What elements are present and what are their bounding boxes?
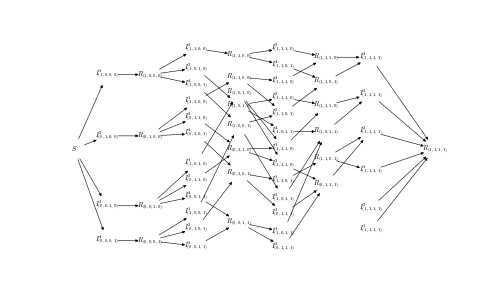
Text: $I^4_{(1,0,0,1)}$: $I^4_{(1,0,0,1)}$ (184, 78, 208, 91)
Text: $I^1_{(1,1,0,1)}$: $I^1_{(1,1,0,1)}$ (272, 174, 295, 187)
Text: $I^2_{(1,1,1,1)}$: $I^2_{(1,1,1,1)}$ (358, 125, 382, 138)
Text: $I^3_{(0,1,1,0)}$: $I^3_{(0,1,1,0)}$ (184, 111, 208, 124)
Text: $S$: $S$ (71, 145, 78, 153)
Text: $I^1_{(1,0,1,0)}$: $I^1_{(1,0,1,0)}$ (184, 157, 208, 170)
Text: $I^4_{(0,0,0,1)}$: $I^4_{(0,0,0,1)}$ (95, 234, 119, 248)
Text: $I^4_{(0,1,0,1)}$: $I^4_{(0,1,0,1)}$ (184, 127, 208, 140)
Text: $R_{(0,0,1,0)}$: $R_{(0,0,1,0)}$ (136, 200, 162, 212)
Text: $R_{(1,0,0,1)}$: $R_{(1,0,0,1)}$ (226, 119, 252, 131)
Text: $I^3_{(1,1,1,1)}$: $I^3_{(1,1,1,1)}$ (358, 88, 382, 101)
Text: $R_{(1,0,0,0)}$: $R_{(1,0,0,0)}$ (136, 69, 162, 81)
Text: $I^2_{(1,1,0,0)}$: $I^2_{(1,1,0,0)}$ (184, 42, 208, 55)
Text: $R_{(1,1,1,0)}$: $R_{(1,1,1,0)}$ (313, 99, 339, 111)
Text: $I^2_{(0,1,0,1)}$: $I^2_{(0,1,0,1)}$ (184, 222, 208, 235)
Text: $R_{(0,1,1,0)}$: $R_{(0,1,1,0)}$ (226, 143, 252, 155)
Text: $I^3_{(1,1,1,0)}$: $I^3_{(1,1,1,0)}$ (272, 42, 295, 55)
Text: $I^2_{(1,1,1,0)}$: $I^2_{(1,1,1,0)}$ (272, 158, 295, 171)
Text: $I^2_{(0,1,1,1)}$: $I^2_{(0,1,1,1)}$ (272, 241, 295, 254)
Text: $I^4_{(0,0,1,1)}$: $I^4_{(0,0,1,1)}$ (184, 189, 208, 203)
Text: $R_{(0,1,0,0)}$: $R_{(0,1,0,0)}$ (136, 130, 162, 142)
Text: $R_{(0,0,1,1)}$: $R_{(0,0,1,1)}$ (226, 216, 252, 228)
Text: $R_{(1,0,1,0)}$: $R_{(1,0,1,0)}$ (226, 86, 252, 98)
Text: $R_{(1,1,1,0)}$: $R_{(1,1,1,0)}$ (313, 51, 339, 63)
Text: $I^2_{(1,1,1,0)}$: $I^2_{(1,1,1,0)}$ (272, 91, 295, 104)
Text: $R_{(1,1,0,0)}$: $R_{(1,1,0,0)}$ (226, 49, 252, 61)
Text: $R_{(1,1,0,1)}$: $R_{(1,1,0,1)}$ (313, 152, 339, 163)
Text: $R_{(1,1,0,1)}$: $R_{(1,1,0,1)}$ (313, 76, 339, 87)
Text: $R_{(0,0,0,1)}$: $R_{(0,0,0,1)}$ (136, 235, 162, 247)
Text: $I^3_{(0,1,1,1)}$: $I^3_{(0,1,1,1)}$ (272, 207, 295, 220)
Text: $R_{(1,0,1,1)}$: $R_{(1,0,1,1)}$ (313, 126, 339, 137)
Text: $R_{(1,0,1,0)}$: $R_{(1,0,1,0)}$ (226, 99, 252, 111)
Text: $R_{(1,1,0,0)}$: $R_{(1,1,0,0)}$ (226, 71, 252, 83)
Text: $I^4_{(1,1,1,1)}$: $I^4_{(1,1,1,1)}$ (358, 50, 382, 64)
Text: $I^3_{(0,0,1,0)}$: $I^3_{(0,0,1,0)}$ (95, 199, 119, 212)
Text: $I^2_{(0,1,0,0)}$: $I^2_{(0,1,0,0)}$ (95, 129, 119, 142)
Text: $I^2_{(1,1,0,1)}$: $I^2_{(1,1,0,1)}$ (272, 106, 295, 119)
Text: $I^1_{(1,0,0,1)}$: $I^1_{(1,0,0,1)}$ (184, 206, 208, 219)
Text: $R_{(0,1,0,1)}$: $R_{(0,1,0,1)}$ (226, 167, 252, 179)
Text: $I^1_{(1,1,1,0)}$: $I^1_{(1,1,1,0)}$ (272, 141, 295, 155)
Text: $I^3_{(0,0,1,1)}$: $I^3_{(0,0,1,1)}$ (184, 240, 208, 253)
Text: $I^4_{(1,0,1,1)}$: $I^4_{(1,0,1,1)}$ (272, 125, 295, 138)
Text: $I^2_{(0,1,1,0)}$: $I^2_{(0,1,1,0)}$ (184, 173, 208, 186)
Text: $I^1_{(1,1,1,1)}$: $I^1_{(1,1,1,1)}$ (358, 223, 382, 237)
Text: $I^3_{(1,0,1,1)}$: $I^3_{(1,0,1,1)}$ (272, 191, 295, 205)
Text: $I^1_{(1,1,1,1)}$: $I^1_{(1,1,1,1)}$ (358, 164, 382, 178)
Text: $I^4_{(1,1,1,0)}$: $I^4_{(1,1,1,0)}$ (272, 75, 295, 88)
Text: $R_{(1,1,1,1)}$: $R_{(1,1,1,1)}$ (422, 143, 448, 155)
Text: $I^1_{(1,0,0,0)}$: $I^1_{(1,0,0,0)}$ (95, 68, 119, 81)
Text: $I^2_{(1,1,1,1)}$: $I^2_{(1,1,1,1)}$ (358, 201, 382, 215)
Text: $I^1_{(1,1,0,0)}$: $I^1_{(1,1,0,0)}$ (184, 94, 208, 108)
Text: $I^1_{(1,0,1,1)}$: $I^1_{(1,0,1,1)}$ (272, 225, 295, 239)
Text: $R_{(0,1,1,1)}$: $R_{(0,1,1,1)}$ (313, 178, 339, 190)
Text: $I^3_{(1,0,1,0)}$: $I^3_{(1,0,1,0)}$ (184, 61, 208, 75)
Text: $I^4_{(1,1,0,1)}$: $I^4_{(1,1,0,1)}$ (272, 58, 295, 72)
